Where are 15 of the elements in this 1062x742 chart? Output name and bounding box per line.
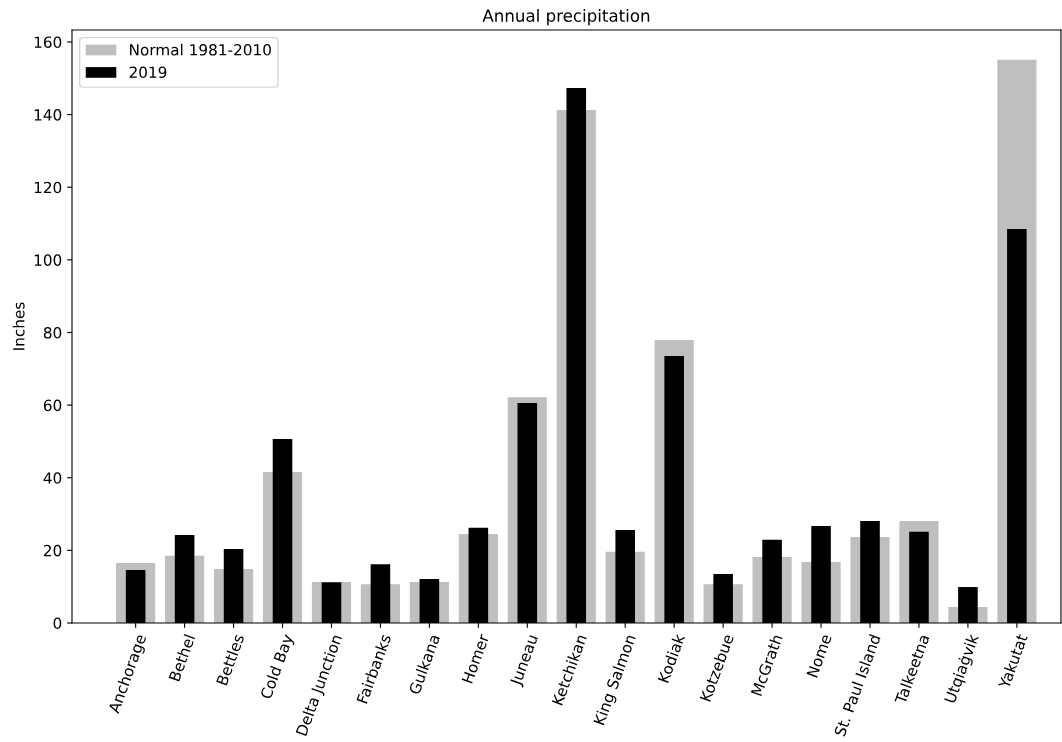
y-tick-label: 60: [43, 399, 62, 412]
y-tick-label: 0: [53, 617, 62, 630]
x-tick-label: Cold Bay: [259, 633, 297, 701]
y-tick-label: 140: [34, 109, 62, 121]
y-tick-label: 120: [34, 181, 62, 194]
y-axis-title: Inches: [12, 302, 25, 350]
y-tick-label: 80: [43, 326, 62, 339]
y-tick-label: 20: [43, 544, 62, 557]
y-tick-label: 160: [34, 36, 62, 49]
x-tick-label: Nome: [806, 633, 832, 678]
y-tick-label: 40: [43, 472, 62, 484]
chart-title: Annual precipitation: [482, 9, 650, 26]
legend-label: 2019: [129, 66, 167, 78]
legend-label: Normal 1981-2010: [130, 43, 271, 56]
y-tick-label: 100: [34, 254, 62, 266]
